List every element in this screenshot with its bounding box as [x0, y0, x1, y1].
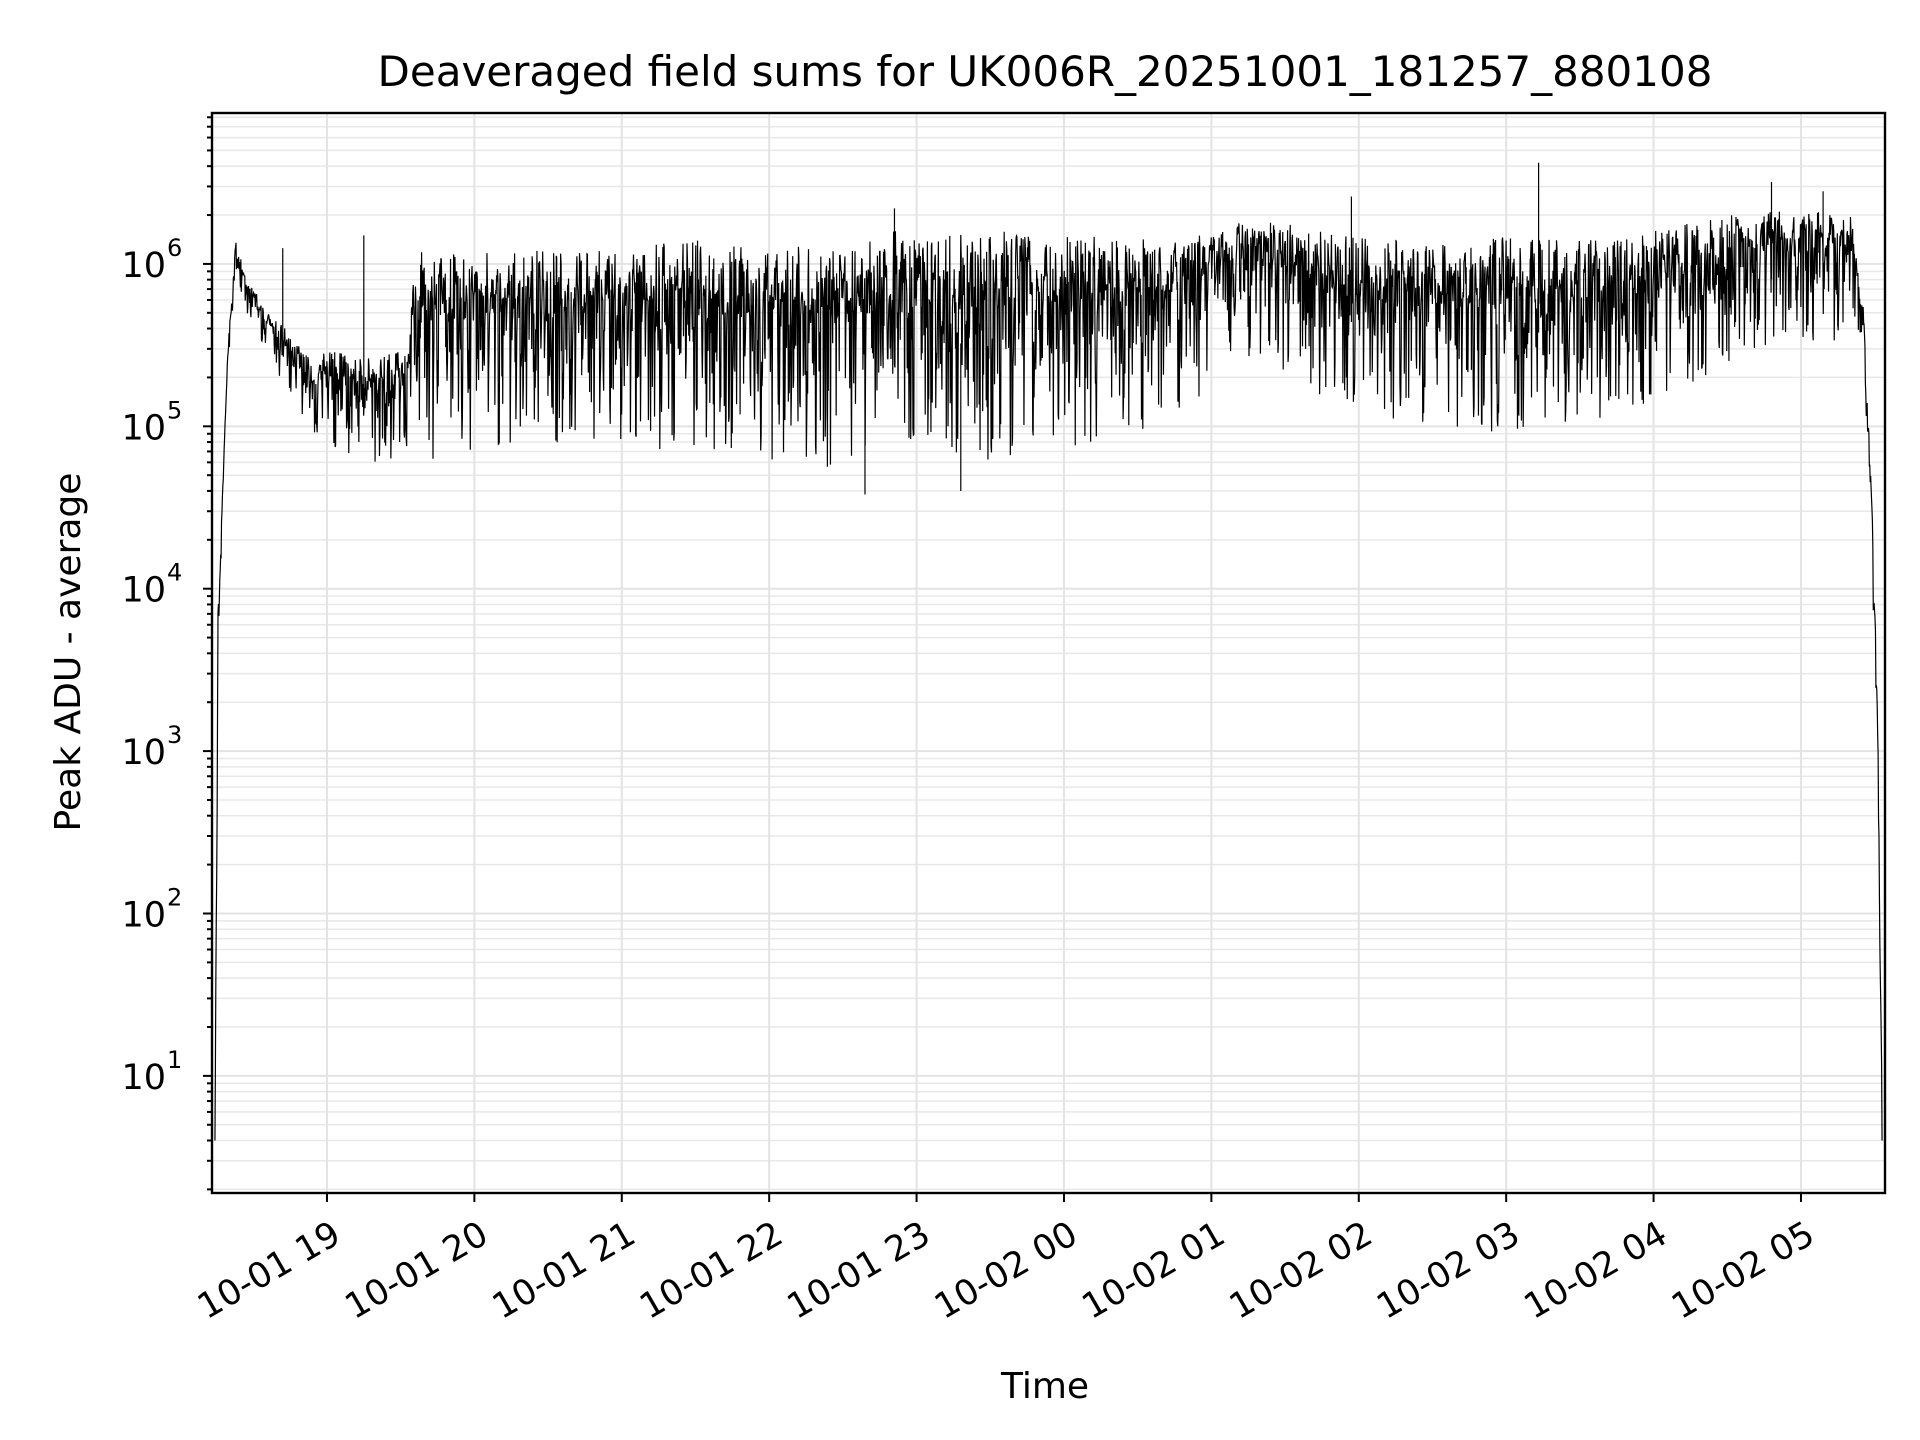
series-line-deaveraged-sums [214, 211, 1883, 1141]
y-tick-label-exponent: 5 [167, 396, 182, 424]
y-tick-label: 10 [121, 733, 166, 773]
y-tick-label: 10 [121, 895, 166, 935]
y-tick-label-exponent: 1 [167, 1046, 182, 1074]
y-tick-label-exponent: 2 [167, 883, 182, 911]
series-layer [214, 162, 1883, 1141]
y-tick-label: 10 [121, 1058, 166, 1098]
y-tick-label: 10 [121, 408, 166, 448]
x-axis-label: Time [1000, 1366, 1089, 1407]
chart-title: Deaveraged field sums for UK006R_2025100… [378, 47, 1713, 96]
minor-grid [212, 116, 1885, 1191]
y-tick-label-exponent: 6 [167, 234, 182, 262]
y-tick-label-exponent: 3 [167, 721, 182, 749]
y-axis-label: Peak ADU - average [48, 473, 89, 832]
y-tick-label-exponent: 4 [167, 559, 182, 587]
y-tick-label: 10 [121, 571, 166, 611]
y-tick-label: 10 [121, 246, 166, 286]
